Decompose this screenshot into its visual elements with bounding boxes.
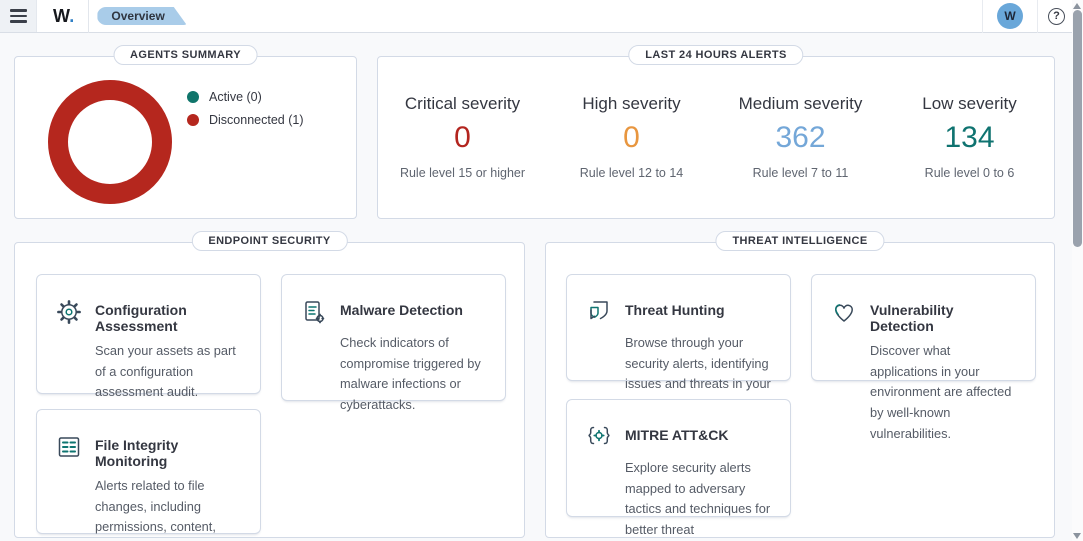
help-icon[interactable]: ?: [1048, 7, 1065, 25]
agents-legend: Active (0) Disconnected (1): [187, 90, 304, 127]
stat-label: Low severity: [922, 94, 1017, 113]
alerts-panel-title: LAST 24 HOURS ALERTS: [628, 45, 804, 65]
scroll-up-icon[interactable]: [1073, 3, 1081, 9]
tab-overview[interactable]: Overview: [97, 7, 186, 25]
endpoint-security-panel: ENDPOINT SECURITY Configuration Assessme…: [14, 231, 525, 541]
header-separator: [1037, 0, 1038, 33]
card-description: Alerts related to file changes, includin…: [95, 478, 242, 541]
last-24-hours-alerts-panel: LAST 24 HOURS ALERTS Critical severity 0…: [377, 45, 1055, 219]
stat-label: Medium severity: [738, 94, 863, 113]
threat-intelligence-panel: THREAT INTELLIGENCE Threat Hunting Brows…: [545, 231, 1055, 538]
stat-sublabel: Rule level 0 to 6: [924, 166, 1015, 180]
threat-hunting-icon: [590, 301, 608, 320]
wazuh-logo[interactable]: W.: [53, 6, 74, 27]
donut-ring-disconnected: [48, 80, 172, 204]
card-description: Discover what applications in your envir…: [870, 343, 1012, 441]
card-title: Malware Detection: [340, 302, 463, 318]
vulnerability-detection-icon: [835, 304, 853, 322]
header-divider: [88, 0, 90, 33]
disconnected-dot-icon: [187, 114, 199, 126]
agents-summary-title: AGENTS SUMMARY: [113, 45, 258, 65]
configuration-assessment-icon: [57, 300, 81, 324]
mitre-attack-card[interactable]: MITRE ATT&CK Explore security alerts map…: [566, 399, 791, 537]
card-title: Configuration Assessment: [95, 302, 187, 334]
stat-sublabel: Rule level 15 or higher: [399, 166, 526, 180]
threat-intelligence-title: THREAT INTELLIGENCE: [715, 231, 885, 251]
file-integrity-monitoring-card[interactable]: File Integrity Monitoring Alerts related…: [36, 409, 261, 541]
file-integrity-monitoring-icon: [58, 437, 80, 457]
card-description: Explore security alerts mapped to advers…: [625, 460, 771, 538]
agents-summary-panel: AGENTS SUMMARY Active (0) Disconnected (…: [14, 45, 357, 219]
stat-value: 0: [623, 121, 640, 154]
card-description: Check indicators of compromise triggered…: [340, 335, 481, 413]
header-separator: [982, 0, 983, 33]
medium-severity-stat[interactable]: Medium severity 362 Rule level 7 to 11: [716, 94, 885, 218]
stat-sublabel: Rule level 12 to 14: [579, 166, 684, 180]
stat-label: Critical severity: [404, 94, 521, 113]
vertical-scrollbar[interactable]: [1072, 0, 1083, 541]
menu-hamburger-icon[interactable]: [0, 0, 37, 32]
scrollbar-thumb[interactable]: [1073, 10, 1082, 247]
card-title: Threat Hunting: [625, 302, 725, 318]
logo-letter: W: [53, 5, 70, 26]
configuration-assessment-card[interactable]: Configuration Assessment Scan your asset…: [36, 274, 261, 399]
threat-hunting-card[interactable]: Threat Hunting Browse through your secur…: [566, 274, 791, 412]
stat-sublabel: Rule level 7 to 11: [752, 166, 849, 180]
card-title: MITRE ATT&CK: [625, 427, 729, 443]
legend-label: Active (0): [209, 90, 262, 104]
scroll-down-icon[interactable]: [1073, 533, 1081, 539]
legend-label: Disconnected (1): [209, 113, 304, 127]
endpoint-security-title: ENDPOINT SECURITY: [191, 231, 348, 251]
user-avatar[interactable]: W: [997, 3, 1023, 29]
card-description: Scan your assets as part of a configurat…: [95, 343, 236, 400]
stat-value: 362: [775, 121, 826, 154]
stat-value: 0: [454, 121, 471, 154]
low-severity-stat[interactable]: Low severity 134 Rule level 0 to 6: [885, 94, 1054, 218]
high-severity-stat[interactable]: High severity 0 Rule level 12 to 14: [547, 94, 716, 218]
logo-dot: .: [69, 5, 75, 26]
malware-detection-card[interactable]: Malware Detection Check indicators of co…: [281, 274, 506, 412]
top-header: W. Overview W ?: [0, 0, 1083, 33]
critical-severity-stat[interactable]: Critical severity 0 Rule level 15 or hig…: [378, 94, 547, 218]
card-title: Vulnerability Detection: [870, 302, 954, 334]
vulnerability-detection-card[interactable]: Vulnerability Detection Discover what ap…: [811, 274, 1036, 441]
active-dot-icon: [187, 91, 199, 103]
stat-label: High severity: [582, 94, 681, 113]
malware-detection-icon: [305, 301, 325, 324]
mitre-attack-icon: [588, 426, 610, 445]
stat-value: 134: [944, 121, 995, 154]
legend-item-active[interactable]: Active (0): [187, 90, 304, 104]
agents-donut-chart: [48, 80, 172, 204]
legend-item-disconnected[interactable]: Disconnected (1): [187, 113, 304, 127]
card-title: File Integrity Monitoring: [95, 437, 179, 469]
